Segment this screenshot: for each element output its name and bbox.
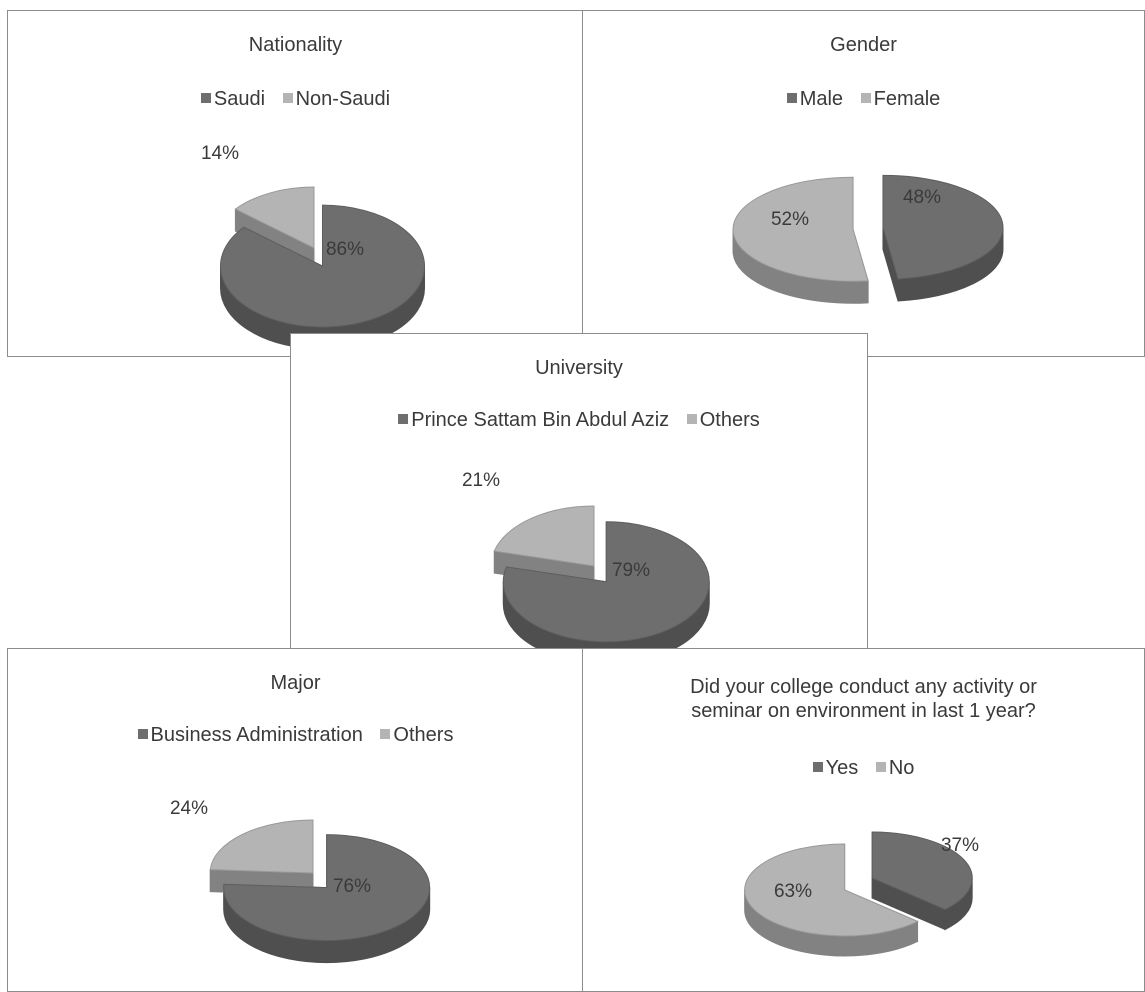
pie-data-label: 86% — [326, 239, 364, 260]
chart-legend: Business Administration Others — [8, 724, 583, 747]
legend-swatch — [282, 93, 293, 103]
legend-swatch — [380, 729, 391, 739]
legend-label: Yes — [825, 757, 859, 779]
legend-label: Others — [393, 724, 454, 746]
legend-swatch — [786, 93, 797, 103]
legend-label: Prince Sattam Bin Abdul Aziz — [411, 409, 670, 431]
pie-data-label: 63% — [774, 881, 812, 902]
legend-swatch — [860, 93, 871, 103]
chart-title: Did your college conduct any activity or… — [583, 675, 1144, 723]
legend-item-female: Female — [860, 88, 941, 111]
pie-data-label: 76% — [333, 876, 371, 897]
legend-swatch — [875, 762, 886, 772]
pie-slice-female — [732, 176, 869, 282]
pie-slice-saudi — [220, 204, 426, 328]
legend-item-others: Others — [380, 724, 453, 747]
major-pie: 76% 24% — [170, 798, 431, 964]
legend-label: No — [888, 757, 915, 779]
chart-legend: Prince Sattam Bin Abdul Aziz Others — [291, 409, 867, 432]
legend-item-others: Others — [686, 409, 760, 432]
pie-data-label: 14% — [201, 143, 239, 164]
pie-slice-non-saudi — [234, 186, 315, 249]
chart-legend: Yes No — [583, 757, 1144, 780]
legend-item-prince-sattam: Prince Sattam Bin Abdul Aziz — [398, 409, 669, 432]
legend-swatch — [686, 414, 697, 424]
gender-pie: 48% 52% — [732, 174, 1004, 304]
legend-label: Business Administration — [150, 724, 363, 746]
legend-label: Non-Saudi — [295, 88, 391, 110]
gender-chart-panel: Gender Male Female 48% 52% — [582, 10, 1145, 357]
legend-item-male: Male — [786, 88, 844, 111]
activity-chart-panel: Did your college conduct any activity or… — [582, 648, 1145, 992]
legend-swatch — [137, 729, 148, 739]
legend-item-non-saudi: Non-Saudi — [282, 88, 391, 111]
pie-slice-others — [493, 505, 595, 567]
major-chart-panel: Major Business Administration Others 76%… — [7, 648, 584, 992]
university-chart-panel: University Prince Sattam Bin Abdul Aziz … — [290, 333, 868, 665]
pie-slice-business-administration — [223, 834, 431, 942]
nationality-pie: 86% 14% — [201, 143, 426, 350]
legend-item-business-administration: Business Administration — [137, 724, 363, 747]
chart-title: Nationality — [248, 34, 343, 56]
pie-slice-male — [882, 174, 1004, 280]
legend-item-yes: Yes — [812, 757, 859, 780]
legend-label: Male — [799, 88, 844, 110]
legend-item-saudi: Saudi — [200, 88, 266, 111]
legend-label: Others — [699, 409, 760, 431]
legend-swatch — [200, 93, 211, 103]
chart-title: Gender — [830, 34, 897, 56]
pie-data-label: 48% — [903, 187, 941, 208]
chart-title-line: Did your college conduct any activity or — [690, 676, 1037, 698]
pie-slice-others — [209, 819, 314, 874]
chart-title: University — [535, 357, 623, 379]
university-pie: 79% 21% — [462, 470, 710, 665]
chart-legend: Male Female — [583, 88, 1144, 111]
pie-slice-no — [744, 843, 919, 937]
chart-legend: Saudi Non-Saudi — [8, 88, 583, 111]
pie-data-label: 52% — [771, 209, 809, 230]
activity-pie: 37% 63% — [744, 831, 979, 957]
pie-data-label: 24% — [170, 798, 208, 819]
legend-label: Female — [873, 88, 941, 110]
pie-slice-yes — [871, 831, 973, 911]
chart-title: Major — [270, 672, 321, 694]
legend-swatch — [398, 414, 409, 424]
pie-data-label: 37% — [941, 835, 979, 856]
pie-data-label: 21% — [462, 470, 500, 491]
legend-swatch — [812, 762, 823, 772]
nationality-chart-panel: Nationality Saudi Non-Saudi 86% 14% — [7, 10, 584, 357]
chart-title-line: seminar on environment in last 1 year? — [691, 700, 1036, 722]
legend-item-no: No — [875, 757, 915, 780]
legend-label: Saudi — [213, 88, 266, 110]
pie-data-label: 79% — [612, 560, 650, 581]
pie-slice-prince-sattam-bin-abdul-aziz — [502, 521, 710, 643]
